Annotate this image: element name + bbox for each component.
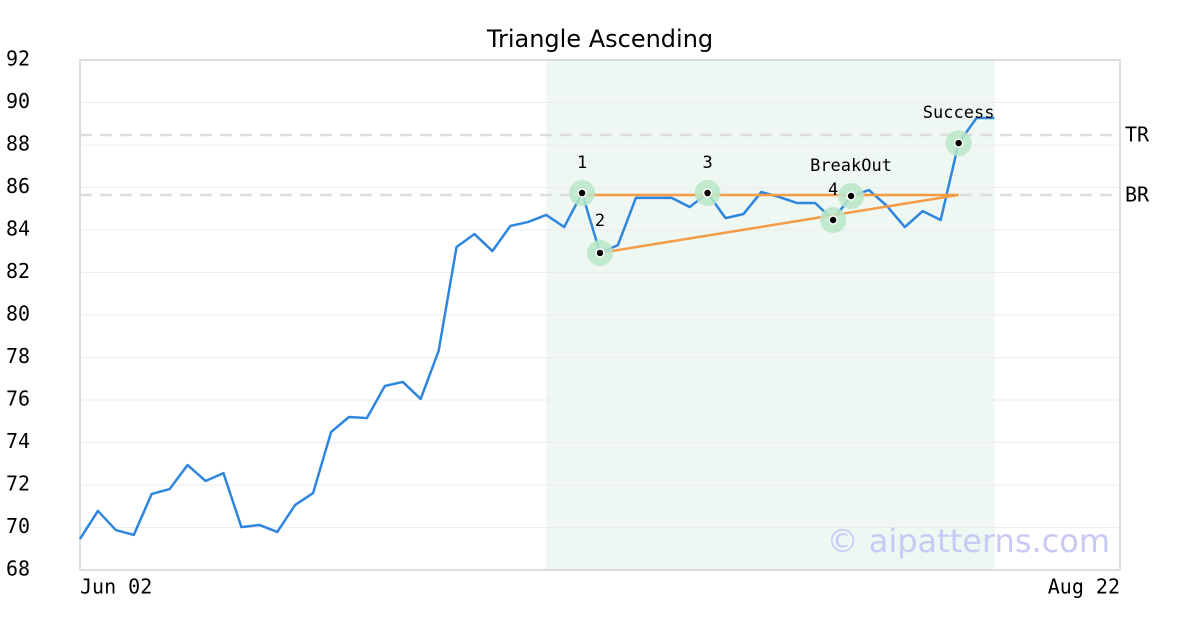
- y-tick-label: 70: [6, 514, 30, 538]
- y-tick-label: 80: [6, 302, 30, 326]
- annotation-label: 3: [702, 153, 712, 173]
- price-line: [78, 116, 995, 540]
- y-tick-label: 84: [6, 217, 30, 241]
- y-tick-label: 74: [6, 429, 30, 453]
- y-tick-label: 72: [6, 472, 30, 496]
- level-label: BR: [1125, 182, 1150, 206]
- y-tick-label: 86: [6, 174, 30, 198]
- annotation-label: 4: [828, 180, 838, 200]
- x-tick-label: Jun 02: [80, 575, 152, 599]
- annotation-point: [577, 188, 587, 198]
- y-tick-label: 68: [6, 557, 30, 581]
- level-label: TR: [1125, 123, 1150, 147]
- annotation-point: [595, 248, 605, 258]
- plot-border: [79, 59, 1121, 571]
- annotation-label: BreakOut: [810, 156, 892, 176]
- y-tick-label: 76: [6, 387, 30, 411]
- annotation-point: [953, 138, 964, 148]
- annotation-label: Success: [923, 103, 995, 123]
- annotation-point: [702, 188, 713, 198]
- x-tick-label: Aug 22: [1048, 575, 1120, 599]
- annotation-point: [828, 215, 838, 225]
- y-tick-label: 82: [6, 259, 30, 283]
- y-tick-label: 90: [6, 89, 30, 113]
- annotation-point: [846, 191, 856, 201]
- y-tick-label: 78: [6, 344, 30, 368]
- trend-line: [599, 193, 959, 255]
- chart-title: Triangle Ascending: [486, 25, 713, 53]
- y-tick-label: 88: [6, 132, 30, 156]
- watermark: © aipatterns.com: [827, 522, 1110, 560]
- y-tick-label: 92: [6, 47, 30, 71]
- annotation-label: 1: [577, 153, 587, 173]
- annotation-label: 2: [595, 211, 605, 231]
